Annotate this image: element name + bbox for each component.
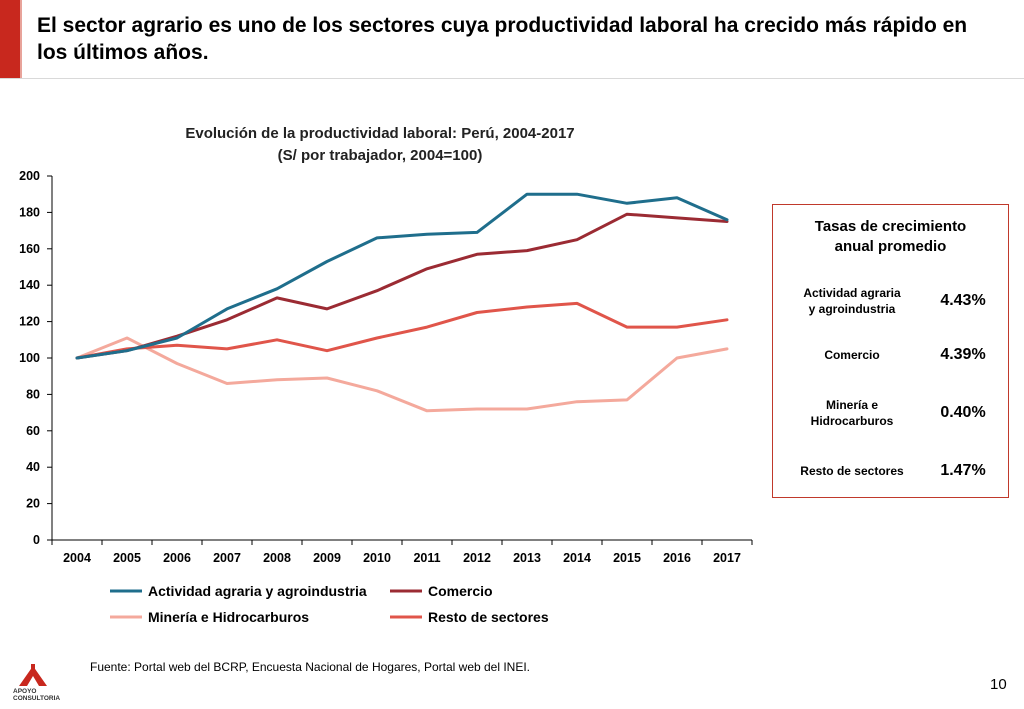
y-tick-label: 80 xyxy=(26,387,40,401)
source-note: Fuente: Portal web del BCRP, Encuesta Na… xyxy=(90,660,531,674)
page-number: 10 xyxy=(990,676,1007,693)
rate-label-line1: Resto de sectores xyxy=(800,464,904,478)
apoyo-logo-icon xyxy=(19,664,47,686)
rate-label: Minería e Hidrocarburos xyxy=(781,397,923,429)
rate-label-line1: Comercio xyxy=(824,348,880,362)
growth-rates-title: Tasas de crecimiento anual promedio xyxy=(773,217,1008,257)
rate-value: 1.47% xyxy=(940,462,986,479)
growth-rates-title-line1: Tasas de crecimiento xyxy=(814,218,967,235)
chart-subtitle: (S/ por trabajador, 2004=100) xyxy=(278,147,483,164)
x-tick-label: 2009 xyxy=(313,551,341,565)
x-tick-label: 2017 xyxy=(713,551,741,565)
legend-label: Comercio xyxy=(428,583,493,599)
page-title: El sector agrario es uno de los sectores… xyxy=(37,14,968,64)
logo-line2: CONSULTORIA xyxy=(13,695,61,702)
chart-legend: Actividad agraria y agroindustria Comerci… xyxy=(110,583,549,625)
series-line-3 xyxy=(75,301,729,360)
y-tick-label: 100 xyxy=(19,351,40,365)
y-tick-label: 120 xyxy=(19,315,40,329)
series-line-0 xyxy=(75,192,729,360)
rate-label: Resto de sectores xyxy=(781,463,923,479)
chart-series xyxy=(75,192,729,413)
rate-row-agraria: Actividad agraria y agroindustria 4.43% xyxy=(773,281,1008,321)
series-line-2 xyxy=(75,336,729,413)
x-tick-label: 2008 xyxy=(263,551,291,565)
x-tick-label: 2012 xyxy=(463,551,491,565)
chart-axes: 0 20 40 60 80 100 120 140 160 180 200 2004 2005 2006 2… xyxy=(19,169,753,565)
x-tick-label: 2013 xyxy=(513,551,541,565)
x-tick-label: 2004 xyxy=(63,551,91,565)
rate-row-comercio: Comercio 4.39% xyxy=(773,335,1008,375)
x-tick-label: 2006 xyxy=(163,551,191,565)
y-tick-label: 60 xyxy=(26,424,40,438)
x-tick-label: 2011 xyxy=(413,551,440,565)
legend-label: Minería e Hidrocarburos xyxy=(148,609,309,625)
chart-title: Evolución de la productividad laboral: P… xyxy=(185,125,574,142)
apoyo-logo-text: APOYO CONSULTORIA xyxy=(13,688,60,702)
y-tick-label: 160 xyxy=(19,242,40,256)
rate-value: 4.43% xyxy=(940,292,986,309)
title-bar: El sector agrario es uno de los sectores… xyxy=(0,0,1024,79)
x-tick-label: 2016 xyxy=(663,551,691,565)
rate-label-line1: Minería e xyxy=(825,398,879,412)
rate-row-mineria: Minería e Hidrocarburos 0.40% xyxy=(773,393,1008,433)
y-tick-label: 20 xyxy=(26,497,40,511)
rate-label-line2: Hidrocarburos xyxy=(810,414,894,428)
y-tick-label: 200 xyxy=(19,169,40,183)
rate-row-resto: Resto de sectores 1.47% xyxy=(773,451,1008,491)
logo-line1: APOYO xyxy=(13,688,37,695)
y-tick-label: 40 xyxy=(26,460,40,474)
x-tick-label: 2014 xyxy=(563,551,591,565)
rate-label-line2: y agroindustria xyxy=(808,302,896,316)
title-accent-stripe xyxy=(20,0,22,78)
rate-value: 4.39% xyxy=(940,346,986,363)
growth-rates-title-line2: anual promedio xyxy=(834,238,947,255)
apoyo-logo: APOYO CONSULTORIA xyxy=(13,664,65,704)
x-tick-label: 2005 xyxy=(113,551,141,565)
legend-label: Resto de sectores xyxy=(428,609,549,625)
growth-rates-box: Tasas de crecimiento anual promedio Acti… xyxy=(772,204,1009,498)
productivity-line-chart: Evolución de la productividad laboral: P… xyxy=(19,125,753,625)
rate-value: 0.40% xyxy=(940,404,986,421)
x-tick-label: 2010 xyxy=(363,551,391,565)
rate-label-line1: Actividad agraria xyxy=(803,286,901,300)
x-tick-label: 2007 xyxy=(213,551,241,565)
rate-label: Actividad agraria y agroindustria xyxy=(781,285,923,317)
y-tick-label: 0 xyxy=(33,533,40,547)
x-tick-label: 2015 xyxy=(613,551,641,565)
rate-label: Comercio xyxy=(781,347,923,363)
title-accent-bar xyxy=(0,0,20,78)
y-tick-label: 140 xyxy=(19,278,40,292)
y-tick-label: 180 xyxy=(19,205,40,219)
legend-label: Actividad agraria y agroindustria xyxy=(148,583,367,599)
